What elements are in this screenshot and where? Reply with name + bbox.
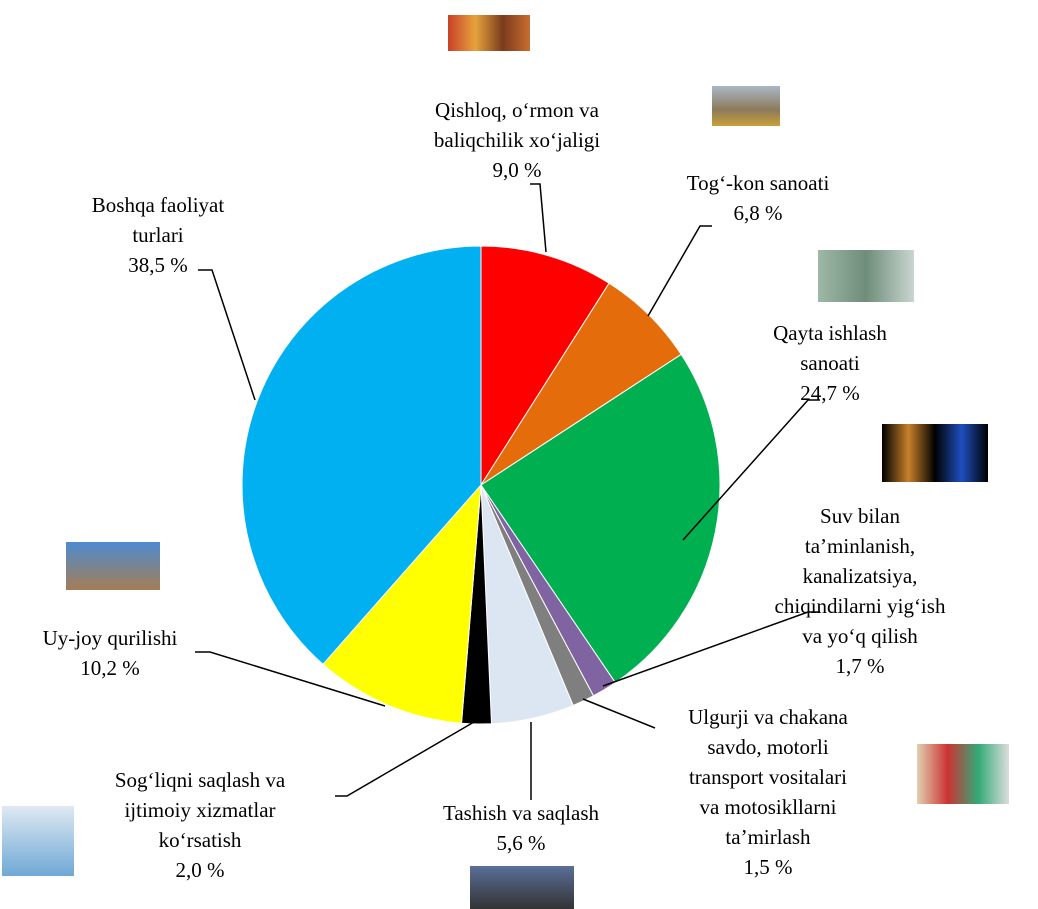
- category-label: Uy-joy qurilishi: [42, 626, 178, 650]
- slice-label: Sog‘liqni saqlash va ijtimoiy xizmatlar …: [115, 765, 285, 885]
- leader-line: [682, 399, 820, 541]
- category-label: Ulgurji va chakana savdo, motorli transp…: [688, 705, 848, 849]
- category-label: Qayta ishlash sanoati: [773, 321, 887, 375]
- pie-slice: [480, 245, 610, 487]
- pie-slice: [322, 483, 482, 724]
- icon: [818, 250, 914, 302]
- icon: [882, 424, 988, 482]
- category-label: Qishloq, o‘rmon va baliqchilik xo‘jaligi: [433, 98, 601, 152]
- slice-label: Tashish va saqlash 5,6 %: [443, 798, 599, 858]
- leader-line: [198, 269, 256, 401]
- value-label: 1,7 %: [835, 654, 885, 678]
- value-label: 2,0 %: [175, 858, 225, 882]
- icon: [448, 15, 530, 51]
- slice-label: Ulgurji va chakana savdo, motorli transp…: [688, 702, 848, 882]
- category-label: Tog‘-kon sanoati: [686, 171, 830, 195]
- value-label: 6,8 %: [733, 201, 783, 225]
- value-label: 10,2 %: [80, 656, 140, 680]
- leader-line: [602, 611, 820, 687]
- leader-line: [335, 721, 475, 797]
- icon: [66, 542, 160, 590]
- value-label: 38,5 %: [128, 253, 188, 277]
- value-label: 9,0 %: [492, 158, 542, 182]
- icon: [2, 806, 74, 876]
- category-label: Tashish va saqlash: [442, 801, 600, 825]
- category-label: Boshqa faoliyat turlari: [91, 193, 225, 247]
- value-label: 5,6 %: [496, 831, 546, 855]
- value-label: 24,7 %: [800, 381, 860, 405]
- slice-label: Boshqa faoliyat turlari 38,5 %: [92, 190, 224, 280]
- pie-slice: [241, 245, 482, 665]
- category-label: Suv bilan ta’minlanish, kanalizatsiya, c…: [774, 504, 946, 648]
- leader-line: [530, 183, 547, 253]
- slice-label: Qayta ishlash sanoati 24,7 %: [773, 318, 887, 408]
- slice-label: Qishloq, o‘rmon va baliqchilik xo‘jaligi…: [434, 95, 600, 185]
- slice-label: Uy-joy qurilishi 10,2 %: [43, 623, 178, 683]
- category-label: Sog‘liqni saqlash va ijtimoiy xizmatlar …: [114, 768, 286, 852]
- icon: [712, 86, 780, 126]
- leader-line: [647, 225, 712, 317]
- icon: [470, 866, 574, 909]
- slice-label: Tog‘-kon sanoati 6,8 %: [687, 168, 830, 228]
- slice-label: Suv bilan ta’minlanish, kanalizatsiya, c…: [775, 501, 946, 681]
- icon: [917, 744, 1009, 804]
- leader-line: [195, 651, 386, 707]
- pie-slice: [480, 353, 721, 684]
- leader-line: [582, 698, 656, 729]
- value-label: 1,5 %: [743, 855, 793, 879]
